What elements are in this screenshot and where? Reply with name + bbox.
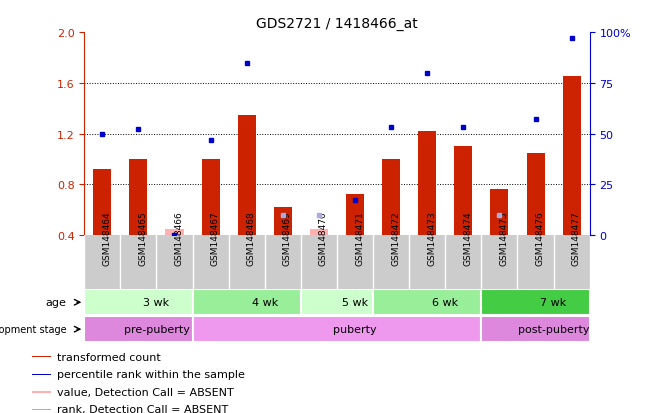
- Bar: [32, 409, 51, 410]
- Text: GSM148467: GSM148467: [211, 211, 220, 266]
- Text: GSM148475: GSM148475: [500, 211, 509, 266]
- Bar: [373, 290, 481, 316]
- Text: transformed count: transformed count: [57, 352, 161, 362]
- Bar: [84, 290, 192, 316]
- Bar: [301, 290, 373, 316]
- Bar: [192, 290, 301, 316]
- Bar: [382, 159, 400, 235]
- Text: 3 wk: 3 wk: [143, 297, 170, 308]
- Title: GDS2721 / 1418466_at: GDS2721 / 1418466_at: [256, 17, 418, 31]
- Text: 7 wk: 7 wk: [540, 297, 567, 308]
- Text: age: age: [45, 297, 66, 308]
- Text: GSM148469: GSM148469: [283, 211, 292, 266]
- Text: GSM148477: GSM148477: [572, 211, 581, 266]
- Text: 5 wk: 5 wk: [342, 297, 368, 308]
- Text: GSM148476: GSM148476: [535, 211, 544, 266]
- Bar: [274, 208, 292, 235]
- Text: GSM148473: GSM148473: [427, 211, 436, 266]
- Bar: [491, 190, 509, 235]
- Bar: [130, 159, 148, 235]
- Text: GSM148468: GSM148468: [247, 211, 256, 266]
- Bar: [454, 147, 472, 235]
- Text: GSM148471: GSM148471: [355, 211, 364, 266]
- Text: 4 wk: 4 wk: [251, 297, 278, 308]
- Bar: [84, 316, 192, 342]
- Text: puberty: puberty: [333, 324, 377, 335]
- Bar: [93, 170, 111, 235]
- Bar: [238, 115, 256, 235]
- Bar: [202, 159, 220, 235]
- Text: GSM148466: GSM148466: [174, 211, 183, 266]
- Bar: [481, 290, 590, 316]
- Bar: [32, 374, 51, 375]
- Text: rank, Detection Call = ABSENT: rank, Detection Call = ABSENT: [57, 404, 228, 413]
- Text: value, Detection Call = ABSENT: value, Detection Call = ABSENT: [57, 387, 234, 397]
- Text: 6 wk: 6 wk: [432, 297, 458, 308]
- Bar: [481, 316, 590, 342]
- Bar: [192, 316, 481, 342]
- Text: pre-puberty: pre-puberty: [124, 324, 189, 335]
- Bar: [418, 132, 436, 235]
- Bar: [346, 195, 364, 235]
- Bar: [32, 391, 51, 393]
- Text: GSM148474: GSM148474: [463, 211, 472, 265]
- Text: percentile rank within the sample: percentile rank within the sample: [57, 369, 245, 380]
- Text: GSM148470: GSM148470: [319, 211, 328, 266]
- Bar: [526, 153, 544, 235]
- Text: GSM148472: GSM148472: [391, 211, 400, 265]
- Text: GSM148465: GSM148465: [139, 211, 147, 266]
- Bar: [562, 77, 581, 235]
- Text: GSM148464: GSM148464: [102, 211, 111, 265]
- Text: development stage: development stage: [0, 324, 66, 335]
- Bar: [310, 229, 328, 235]
- Bar: [165, 229, 183, 235]
- Bar: [32, 356, 51, 358]
- Text: post-puberty: post-puberty: [518, 324, 589, 335]
